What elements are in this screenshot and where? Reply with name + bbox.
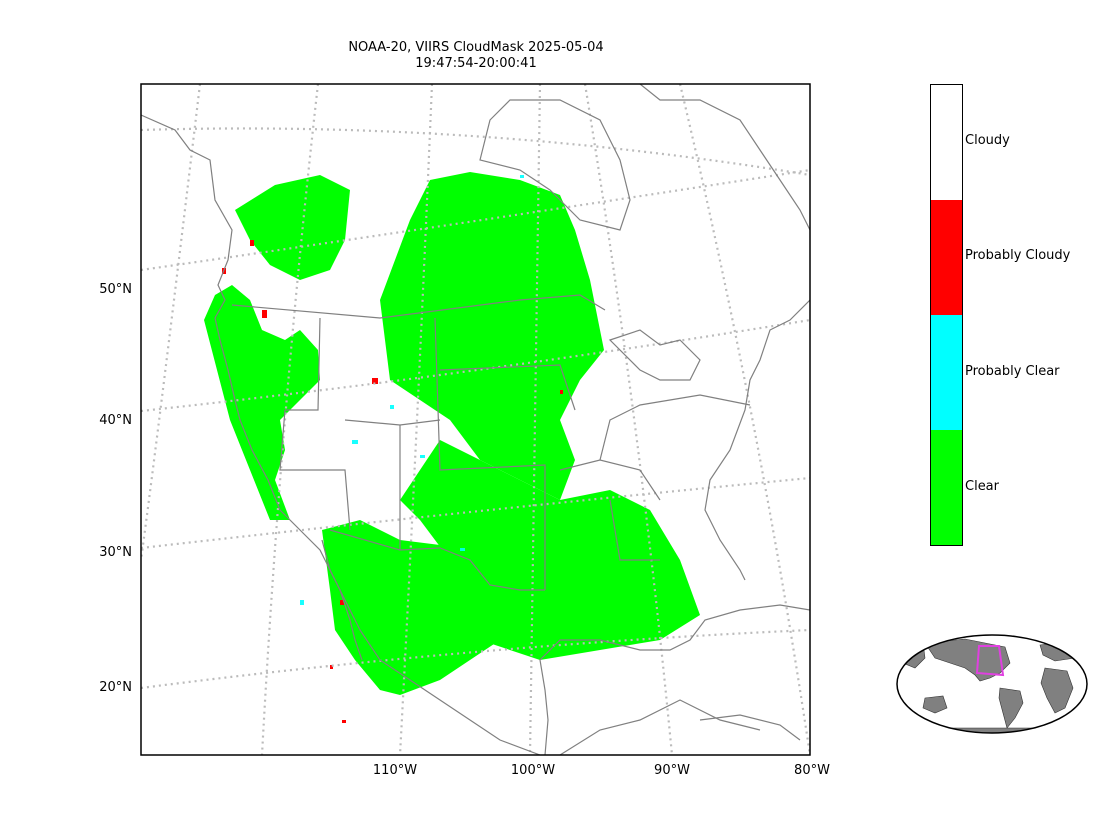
map-title-line-2: 19:47:54-20:00:41 bbox=[415, 56, 537, 71]
lat-label-20n: 20°N bbox=[99, 680, 132, 695]
legend-swatch-cloudy bbox=[931, 85, 962, 200]
lon-label-110w: 110°W bbox=[372, 763, 418, 778]
legend-label-clear: Clear bbox=[965, 479, 999, 494]
clear-region-west bbox=[204, 285, 320, 520]
hudson-bay bbox=[479, 99, 631, 231]
parallel-40n bbox=[141, 318, 810, 413]
great-lakes bbox=[608, 329, 701, 381]
canada-us-border bbox=[231, 294, 606, 319]
lon-label-80w: 80°W bbox=[794, 763, 830, 778]
clear-region-northwest bbox=[235, 175, 350, 280]
graticule bbox=[141, 84, 810, 755]
inset-africa bbox=[1040, 667, 1074, 714]
legend-label-cloudy: Cloudy bbox=[965, 133, 1010, 148]
meridian-80w bbox=[678, 84, 810, 755]
legend-label-probably-cloudy: Probably Cloudy bbox=[965, 248, 1071, 263]
state-line-2 bbox=[434, 317, 546, 590]
meridian-130w bbox=[141, 84, 202, 561]
lat-label-40n: 40°N bbox=[99, 413, 132, 428]
coastlines-borders bbox=[141, 84, 810, 755]
parallel-20n bbox=[141, 628, 810, 690]
cloud-mask-swath bbox=[204, 172, 700, 723]
meridian-90w bbox=[583, 84, 674, 755]
meridian-120w bbox=[260, 84, 320, 755]
state-line-9 bbox=[609, 499, 660, 561]
labrador-coast bbox=[639, 84, 810, 231]
inset-south-america bbox=[998, 687, 1024, 729]
clear-region-southwest bbox=[322, 520, 500, 695]
cuba bbox=[699, 714, 801, 741]
clear-region-north bbox=[380, 172, 604, 500]
state-line-8 bbox=[599, 394, 751, 461]
central-america bbox=[559, 699, 761, 755]
inset-australia bbox=[922, 695, 948, 714]
legend-swatch-probably-cloudy bbox=[931, 200, 962, 315]
map-title-line-1: NOAA-20, VIIRS CloudMask 2025-05-04 bbox=[348, 40, 604, 55]
legend-colorbar bbox=[930, 84, 963, 546]
lon-label-90w: 90°W bbox=[654, 763, 690, 778]
state-line-6 bbox=[439, 364, 576, 411]
inset-antarctica bbox=[914, 727, 1071, 733]
lat-label-30n: 30°N bbox=[99, 545, 132, 560]
probably-clear-specks bbox=[300, 175, 524, 605]
lon-label-100w: 100°W bbox=[510, 763, 556, 778]
legend-swatch-probably-clear bbox=[931, 315, 962, 430]
state-line-1 bbox=[285, 317, 321, 411]
baja-peninsula bbox=[321, 539, 363, 661]
meridian-100w bbox=[528, 84, 542, 755]
gulf-coast bbox=[539, 604, 810, 755]
state-line-7 bbox=[559, 459, 661, 501]
lat-label-50n: 50°N bbox=[99, 282, 132, 297]
state-line-4 bbox=[344, 419, 441, 426]
inset-world-map bbox=[896, 634, 1088, 734]
atlantic-coast bbox=[704, 299, 810, 581]
state-line-3 bbox=[279, 409, 351, 531]
inset-swath-box bbox=[975, 645, 1005, 677]
map-frame bbox=[140, 83, 811, 756]
meridian-110w bbox=[398, 84, 434, 755]
parallel-60n bbox=[141, 127, 810, 177]
parallel-30n bbox=[141, 476, 810, 550]
pacific-coastline bbox=[141, 114, 541, 755]
legend-label-probably-clear: Probably Clear bbox=[965, 364, 1060, 379]
legend-swatch-clear bbox=[931, 430, 962, 545]
parallel-50n bbox=[141, 168, 810, 272]
